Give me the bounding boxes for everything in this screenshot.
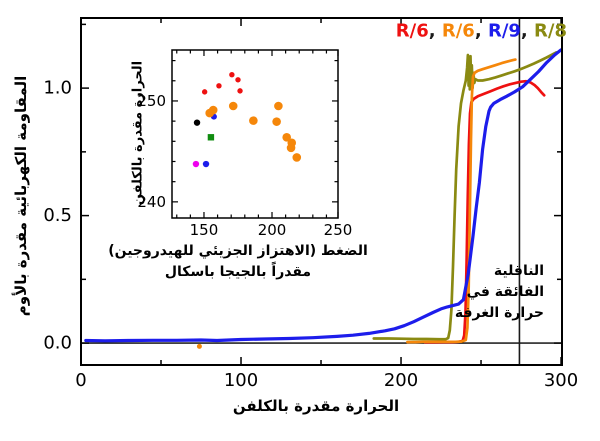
legend-separator: , — [428, 20, 442, 42]
annotation-line-3: حرارة الغرفة — [454, 305, 544, 321]
legend-item-r6-red: R/6 — [395, 20, 429, 42]
svg-text:0.5: 0.5 — [43, 205, 72, 226]
inset-y-axis-label: الحرارة مقدرة بالكلفن — [130, 60, 146, 206]
svg-text:250: 250 — [137, 92, 166, 110]
svg-text:0.0: 0.0 — [43, 333, 72, 354]
legend-item-r8-olive: R/8 — [534, 20, 567, 42]
svg-text:200: 200 — [384, 370, 418, 391]
room-temperature-annotation: الناقلية الفائقة في حرارة الغرفة — [455, 261, 544, 324]
svg-text:150: 150 — [190, 221, 219, 239]
annotation-line-2: الفائقة في — [466, 284, 544, 300]
main-y-axis-label: المقاومة الكهربائية مقدرة بالأوم — [12, 75, 30, 317]
main-x-axis-label: الحرارة مقدرة بالكلفن — [232, 397, 400, 415]
svg-text:240: 240 — [137, 193, 166, 211]
legend: R/6, R/6, R/9, R/8 — [396, 21, 567, 42]
inset-x-axis-label-line-1: الضغط (الاهتزاز الجزيئي للهيدروجين) — [108, 243, 368, 259]
legend-separator: , — [474, 20, 488, 42]
svg-text:300: 300 — [544, 370, 578, 391]
legend-item-r9-blue: R/9 — [487, 20, 521, 42]
legend-separator: , — [520, 20, 535, 42]
svg-text:200: 200 — [258, 221, 287, 239]
svg-text:1.0: 1.0 — [43, 78, 72, 99]
svg-text:250: 250 — [324, 221, 353, 239]
inset-x-axis-label-line-2: مقدراً بالجيجا باسكال — [164, 264, 312, 280]
inset-x-axis-label: الضغط (الاهتزاز الجزيئي للهيدروجين) مقدر… — [104, 241, 372, 283]
svg-text:0: 0 — [75, 370, 86, 391]
legend-item-r6-orange: R/6 — [441, 20, 475, 42]
svg-text:100: 100 — [224, 370, 258, 391]
annotation-line-1: الناقلية — [493, 263, 544, 279]
